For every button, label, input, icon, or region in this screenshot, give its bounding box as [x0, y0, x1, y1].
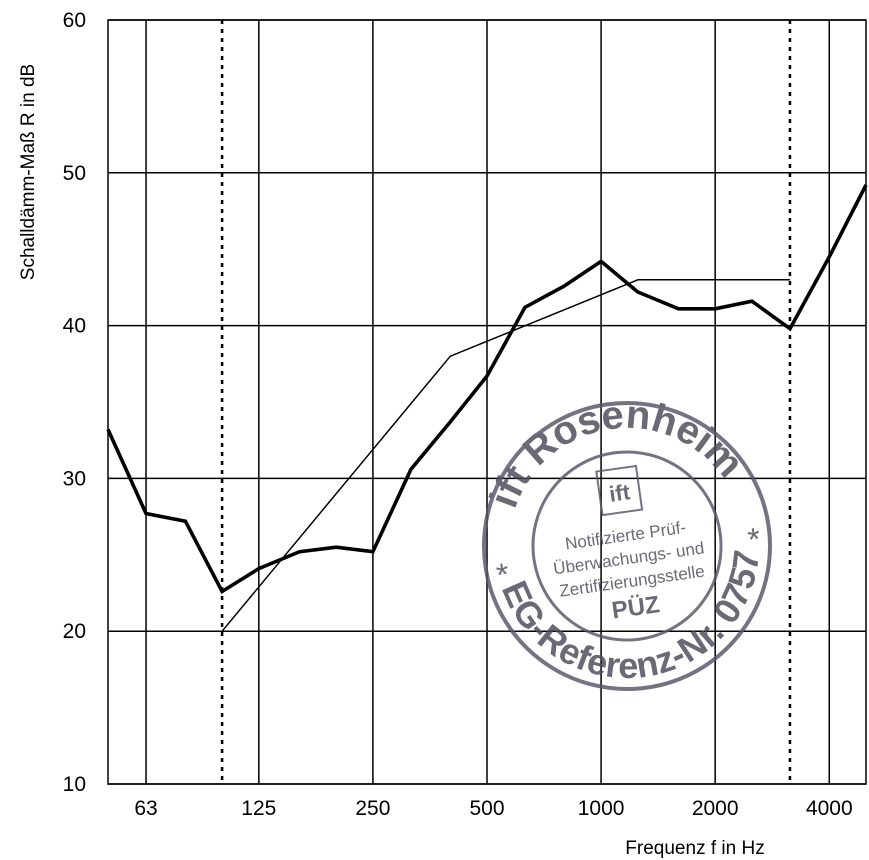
reference-curve — [221, 279, 790, 632]
x-axis-label: Frequenz f in Hz — [625, 838, 764, 859]
y-tick-label: 30 — [63, 467, 86, 490]
x-tick-label: 63 — [134, 797, 157, 820]
y-axis-label: Schalldämm-Maß R in dB — [18, 64, 39, 280]
plot-frame — [107, 19, 867, 785]
y-tick-label: 50 — [63, 162, 86, 185]
certification-stamp: ift Rosenheim EG-Referenz-Nr. 0757 * * i… — [470, 375, 783, 704]
stamp-outer-ring — [482, 401, 772, 691]
x-tick-label: 1000 — [578, 797, 625, 820]
x-tick-label: 500 — [469, 797, 504, 820]
frequency-range-markers — [220, 20, 792, 784]
y-tick-label: 60 — [63, 9, 86, 32]
stamp-star-right: * — [746, 521, 763, 558]
stamp-star-left: * — [494, 556, 511, 593]
x-tick-label: 250 — [355, 797, 390, 820]
measured-curve — [106, 184, 868, 595]
y-tick-label: 20 — [63, 620, 86, 643]
stamp-logo-box — [595, 464, 644, 517]
data-series — [106, 184, 868, 632]
x-tick-label: 2000 — [692, 797, 739, 820]
stamp-logo-text: ift — [608, 479, 633, 507]
tick-labels: 10 20 30 40 50 60 63 125 250 500 1000 2000 4000 — [63, 9, 853, 820]
stamp-inner-ring — [531, 450, 723, 642]
x-tick-label: 125 — [241, 797, 276, 820]
stamp-code: PÜZ — [610, 591, 661, 624]
y-tick-label: 40 — [63, 315, 86, 338]
y-tick-label: 10 — [63, 773, 86, 796]
x-tick-label: 4000 — [806, 797, 853, 820]
